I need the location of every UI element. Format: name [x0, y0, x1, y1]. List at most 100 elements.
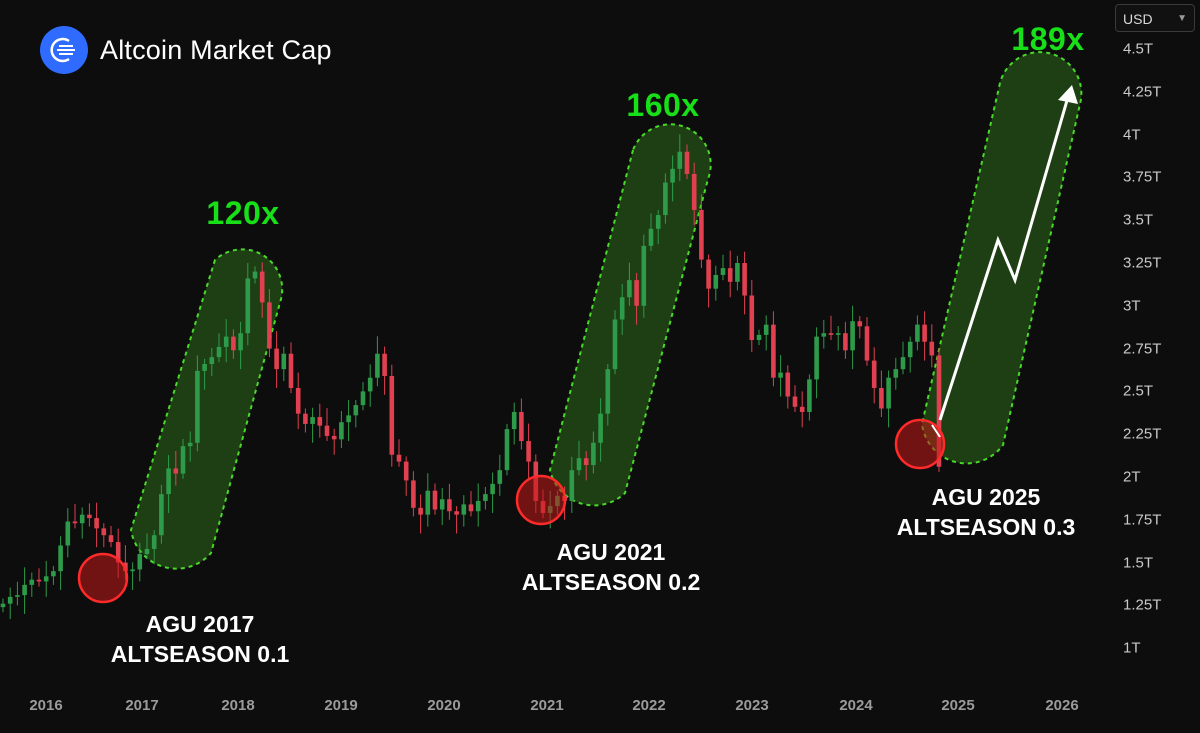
candle-down [231, 336, 236, 351]
candle-up [159, 494, 164, 536]
candle-up [814, 336, 819, 380]
candle-up [187, 442, 193, 447]
bottom-circle-2025[interactable] [894, 418, 946, 470]
candle-up [310, 417, 315, 424]
candle-down [288, 353, 294, 388]
candle-down [583, 458, 589, 466]
y-tick-label: 3T [1123, 297, 1141, 315]
y-tick-label: 1T [1123, 639, 1141, 657]
candle-up [22, 584, 27, 596]
x-tick-label: 2016 [29, 697, 63, 714]
projection-arrow-line [938, 96, 1070, 421]
chart-title: Altcoin Market Cap [100, 34, 332, 65]
candle-up [893, 369, 899, 378]
candles-group [0, 134, 942, 620]
candle-up [655, 215, 661, 229]
candle-down [389, 375, 395, 455]
candle-down [871, 360, 877, 388]
candle-down [684, 151, 690, 174]
currency-selector[interactable]: USD ▼ [1115, 4, 1195, 32]
x-tick-label: 2019 [324, 697, 358, 714]
annotation-agu-2021: AGU 2021 ALTSEASON 0.2 [522, 537, 701, 597]
candle-up [43, 576, 49, 582]
candle-up [151, 535, 157, 549]
candle-down [36, 579, 42, 582]
candle-down [411, 480, 416, 508]
candle-up [79, 514, 85, 524]
candle-up [245, 278, 251, 334]
candle-up [720, 268, 726, 275]
annotation-agu-2025-line1: AGU 2025 [931, 484, 1041, 510]
x-tick-label: 2017 [125, 697, 159, 714]
candle-up [166, 468, 171, 495]
candle-up [641, 245, 647, 306]
bottom-circle-2017[interactable] [77, 552, 129, 604]
candle-up [915, 324, 920, 342]
candle-up [339, 422, 344, 440]
candle-down [403, 461, 409, 481]
candle-up [907, 341, 913, 358]
candle-up [216, 346, 222, 358]
candle-up [209, 357, 215, 365]
candle-down [72, 521, 78, 524]
x-tick-label: 2022 [632, 697, 666, 714]
candle-up [591, 442, 596, 466]
candle-down [87, 514, 92, 519]
candle-down [94, 518, 99, 529]
candle-up [238, 333, 243, 351]
chart-header: Altcoin Market Cap [40, 26, 332, 74]
candle-down [936, 355, 942, 467]
candle-up [735, 263, 740, 282]
candle-down [418, 507, 423, 515]
candle-up [353, 405, 359, 416]
y-tick-label: 3.75T [1123, 168, 1162, 186]
candle-up [130, 569, 135, 572]
annotation-agu-2017: AGU 2017 ALTSEASON 0.1 [111, 609, 290, 669]
candle-up [598, 413, 603, 443]
candle-down [519, 411, 524, 442]
candle-down [259, 271, 265, 303]
candle-up [195, 370, 200, 443]
candle-up [375, 353, 380, 378]
candle-up [137, 554, 143, 570]
candle-up [713, 274, 719, 289]
candle-up [483, 494, 488, 501]
bottom-circle-2021[interactable] [515, 474, 567, 526]
multiplier-2025: 189x [1011, 21, 1085, 57]
candle-down [331, 435, 337, 440]
y-tick-label: 3.25T [1123, 254, 1162, 272]
candle-up [425, 490, 431, 515]
x-tick-label: 2021 [530, 697, 564, 714]
annotation-agu-2021-line2: ALTSEASON 0.2 [521, 569, 701, 595]
candle-up [15, 595, 20, 597]
y-tick-label: 2.5T [1123, 382, 1154, 400]
candle-up [367, 377, 373, 392]
y-tick-label: 2.75T [1123, 340, 1162, 358]
altcoin-logo-icon [40, 26, 88, 74]
annotation-agu-2025-line2: ALTSEASON 0.3 [896, 514, 1076, 540]
annotation-agu-2017-line2: ALTSEASON 0.1 [110, 641, 290, 667]
candle-down [742, 263, 747, 296]
candle-up [778, 372, 783, 378]
candle-up [360, 391, 366, 406]
candle-up [835, 333, 841, 335]
chevron-down-icon: ▼ [1177, 13, 1187, 24]
candle-down [799, 406, 805, 412]
candle-up [612, 319, 618, 370]
candle-down [432, 490, 438, 510]
candle-down [727, 268, 733, 282]
candle-down [634, 280, 639, 306]
candle-up [461, 504, 467, 515]
candle-up [569, 470, 575, 501]
candle-up [202, 364, 207, 371]
candle-down [447, 499, 452, 512]
candle-down [771, 324, 776, 378]
candle-down [101, 528, 107, 536]
x-tick-label: 2026 [1045, 697, 1079, 714]
candle-up [51, 571, 56, 577]
candle-down [274, 348, 279, 370]
candle-up [0, 603, 6, 608]
candle-down [879, 387, 884, 409]
candle-up [511, 411, 517, 430]
